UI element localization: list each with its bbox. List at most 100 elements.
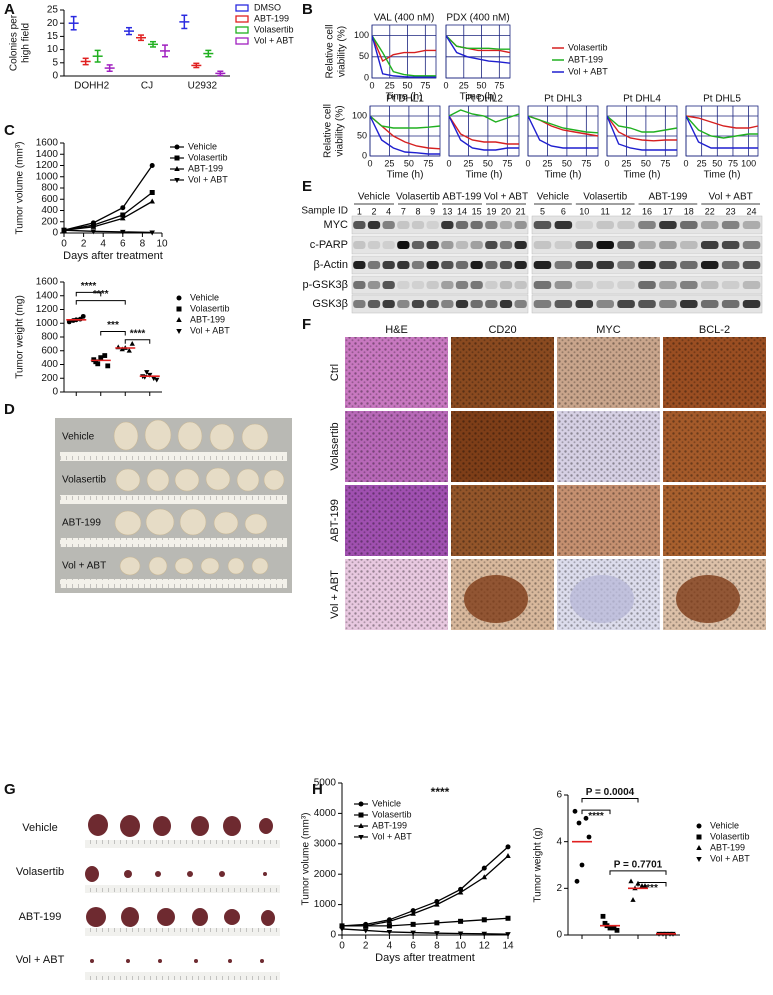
data-point xyxy=(576,820,582,826)
panel-label: C xyxy=(4,122,15,139)
blot-band xyxy=(397,300,410,308)
legend-label: Vehicle xyxy=(372,798,401,808)
y-axis-label: Tumor volume (mm³) xyxy=(301,813,312,906)
blot-band xyxy=(617,281,635,289)
annotation: **** xyxy=(81,281,97,292)
blot-band xyxy=(353,221,366,229)
photo-label: Vehicle xyxy=(22,822,57,834)
sample-id: 9 xyxy=(430,206,435,216)
stain-region xyxy=(570,575,634,623)
blot-group-label: Vol + ABT xyxy=(484,192,528,203)
series-line xyxy=(341,928,509,935)
blot-band xyxy=(367,241,381,249)
blot-group-label: Vol + ABT xyxy=(709,192,753,203)
y-tick-label: 0 xyxy=(52,71,58,82)
viability-line xyxy=(371,35,436,78)
blot-group-label: Volasertib xyxy=(583,192,627,203)
histology-texture xyxy=(663,337,766,408)
blot-band xyxy=(367,221,381,229)
sample-id: 15 xyxy=(472,206,482,216)
blot-band xyxy=(470,221,483,229)
x-tick-label: 75 xyxy=(423,158,433,168)
viability-line xyxy=(606,115,677,151)
blot-row-label: c-PARP xyxy=(310,239,348,251)
legend-label: Vol + ABT xyxy=(188,174,228,184)
histology-texture xyxy=(451,485,554,556)
legend-label: ABT-199 xyxy=(188,163,223,173)
sample-id: 7 xyxy=(401,206,406,216)
blot-band xyxy=(575,281,594,289)
data-point xyxy=(119,346,125,352)
blot-band xyxy=(382,241,395,249)
significance-bracket xyxy=(609,870,667,875)
blot-row-label: GSK3β xyxy=(312,298,348,310)
x-tick-label: 50 xyxy=(712,158,722,168)
data-point xyxy=(434,931,440,937)
data-point xyxy=(61,228,67,234)
histology-column-label: H&E xyxy=(385,324,408,336)
x-tick-label: 25 xyxy=(384,158,394,168)
data-point xyxy=(574,878,580,884)
blot-band xyxy=(575,261,594,269)
panel-title: Pt DHL4 xyxy=(623,94,661,105)
viability-line xyxy=(369,115,441,150)
y-tick-label: 6 xyxy=(556,790,562,801)
blot-band xyxy=(367,261,381,269)
blot-band xyxy=(638,241,656,249)
blot-band xyxy=(554,261,573,269)
data-point xyxy=(410,930,416,936)
data-point xyxy=(339,922,345,928)
y-tick-label: 1200 xyxy=(36,304,59,315)
x-tick-label: 25 xyxy=(697,158,707,168)
data-point xyxy=(642,883,648,888)
legend-label: Vol + ABT xyxy=(254,35,294,45)
histology-texture xyxy=(345,337,448,408)
blot-band xyxy=(721,221,740,229)
legend-label: Vol + ABT xyxy=(372,831,412,841)
tumor-photo-g xyxy=(85,814,280,980)
blot-band xyxy=(721,300,740,308)
histology-texture xyxy=(451,411,554,482)
series-line xyxy=(63,165,153,231)
blot-group-label: ABT-199 xyxy=(443,192,482,203)
annotation: P = 0.7701 xyxy=(614,859,663,870)
blot-band xyxy=(411,281,425,289)
y-tick-label: 5 xyxy=(52,57,58,68)
x-tick-label: 4 xyxy=(387,941,393,952)
blot-band xyxy=(367,281,381,289)
sample-id: 14 xyxy=(457,206,467,216)
blot-band xyxy=(455,281,469,289)
data-point xyxy=(149,198,155,204)
blot-band xyxy=(721,281,740,289)
histology-column-label: BCL-2 xyxy=(699,324,730,336)
blot-band xyxy=(455,261,469,269)
legend-marker xyxy=(174,155,180,161)
blot-band xyxy=(397,221,410,229)
legend-label: Volasertib xyxy=(568,42,608,52)
blot-band xyxy=(397,261,410,269)
data-point xyxy=(614,927,620,933)
blot-band xyxy=(700,241,719,249)
blot-band xyxy=(617,241,635,249)
data-point xyxy=(120,229,126,235)
sample-id: 21 xyxy=(516,206,526,216)
legend-marker xyxy=(358,812,364,818)
legend-label: ABT-199 xyxy=(254,13,289,23)
photo-label: Volasertib xyxy=(62,475,106,486)
data-point xyxy=(600,913,606,919)
blot-band xyxy=(411,261,425,269)
x-tick-label: 75 xyxy=(494,80,504,90)
x-axis-label: Time (h) xyxy=(466,170,503,181)
y-tick-label: 600 xyxy=(41,194,58,205)
viability-line xyxy=(448,109,520,123)
x-tick-label: 0 xyxy=(61,239,67,250)
blot-band xyxy=(533,300,552,308)
blot-band xyxy=(533,281,552,289)
y-axis-label: Colonies per xyxy=(9,14,20,71)
blot-band xyxy=(382,221,395,229)
histology-texture xyxy=(663,411,766,482)
panel-label: B xyxy=(302,1,313,18)
blot-band xyxy=(575,221,594,229)
annotation: **** xyxy=(431,785,450,799)
blot-band xyxy=(721,241,740,249)
